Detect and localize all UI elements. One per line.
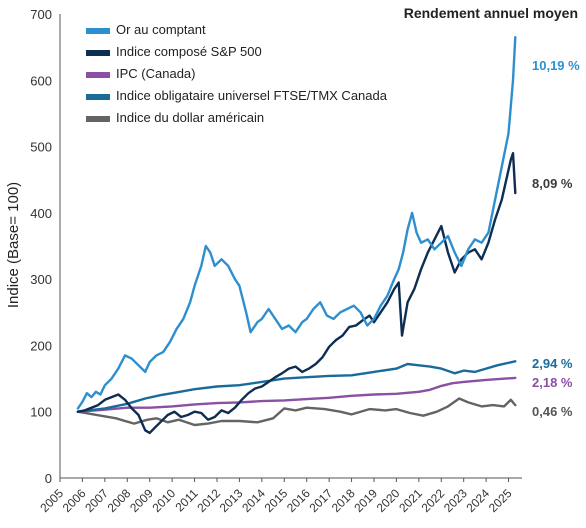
legend-label: Indice composé S&P 500	[116, 44, 262, 59]
legend-swatch	[86, 94, 110, 100]
x-tick-label: 2023	[441, 486, 470, 515]
series-line-3	[76, 360, 517, 413]
return-label: 10,19 %	[532, 58, 580, 73]
x-tick-label: 2025	[486, 486, 515, 515]
y-axis-label: Indice (Base= 100)	[5, 182, 22, 308]
y-tick-label: 600	[30, 73, 52, 88]
x-tick-label: 2024	[463, 486, 492, 515]
x-ticks: 2005200620072008200920102011201220132014…	[37, 478, 515, 515]
legend-swatch	[86, 72, 110, 78]
series-line-1	[76, 151, 517, 435]
returns-header: Rendement annuel moyen	[404, 5, 578, 21]
x-tick-label: 2022	[419, 486, 448, 515]
legend-label: Indice du dollar américain	[116, 110, 264, 125]
y-tick-label: 200	[30, 338, 52, 353]
series-lines	[76, 36, 517, 435]
x-tick-label: 2017	[306, 486, 335, 515]
x-tick-label: 2011	[173, 486, 201, 514]
x-tick-label: 2009	[127, 486, 156, 515]
y-tick-label: 0	[45, 471, 52, 486]
x-tick-label: 2005	[37, 486, 66, 515]
x-tick-label: 2008	[105, 486, 134, 515]
series-line-2	[76, 376, 517, 413]
return-label: 0,46 %	[532, 404, 573, 419]
x-tick-label: 2021	[396, 486, 425, 515]
x-tick-label: 2010	[149, 486, 178, 515]
legend-swatch	[86, 50, 110, 56]
x-tick-label: 2012	[194, 486, 223, 515]
x-tick-label: 2015	[262, 486, 291, 515]
x-tick-label: 2020	[374, 486, 403, 515]
x-tick-label: 2016	[284, 486, 313, 515]
x-tick-label: 2013	[217, 486, 246, 515]
y-tick-label: 500	[30, 140, 52, 155]
x-tick-label: 2006	[60, 486, 89, 515]
return-labels: 10,19 % 8,09 % 2,18 % 2,94 % 0,46 %	[532, 58, 580, 419]
legend-swatch	[86, 28, 110, 34]
x-tick-label: 2007	[82, 486, 111, 515]
x-tick-label: 2019	[351, 486, 380, 515]
y-ticks: 0 100 200 300 400 500 600 700	[30, 7, 52, 486]
legend-label: Indice obligataire universel FTSE/TMX Ca…	[116, 88, 388, 103]
legend-label: Or au comptant	[116, 22, 206, 37]
legend-swatch	[86, 116, 110, 122]
x-tick-label: 2014	[239, 486, 268, 515]
return-label: 8,09 %	[532, 176, 573, 191]
x-tick-label: 2018	[329, 486, 358, 515]
y-tick-label: 300	[30, 272, 52, 287]
series-line-0	[76, 36, 517, 410]
axes	[59, 14, 522, 479]
y-tick-label: 100	[30, 405, 52, 420]
legend: Or au comptant Indice composé S&P 500 IPC …	[86, 22, 388, 125]
return-label: 2,94 %	[532, 356, 573, 371]
return-label: 2,18 %	[532, 375, 573, 390]
series-line-4	[76, 397, 517, 427]
legend-label: IPC (Canada)	[116, 66, 195, 81]
y-tick-label: 400	[30, 206, 52, 221]
y-tick-label: 700	[30, 7, 52, 22]
